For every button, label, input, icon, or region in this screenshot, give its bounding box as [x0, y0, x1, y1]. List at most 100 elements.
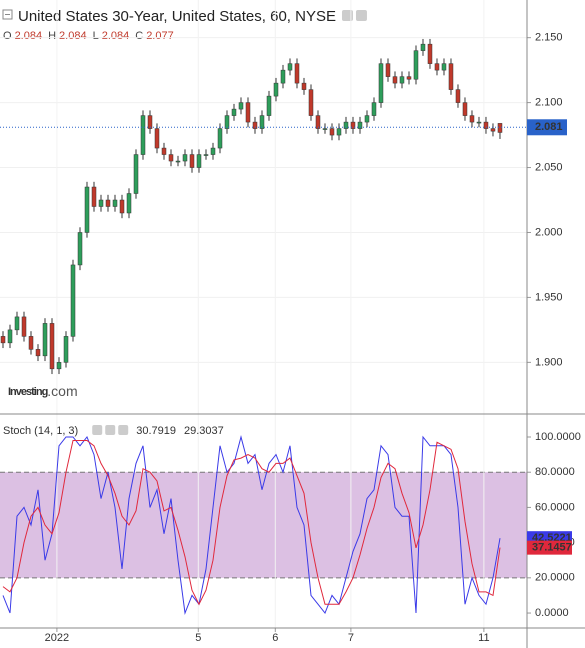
candle-body — [329, 128, 335, 136]
collapse-icon[interactable] — [2, 9, 13, 20]
x-tick-label: 6 — [272, 632, 278, 644]
stoch-band — [0, 472, 527, 578]
candle-body — [112, 199, 118, 207]
ohlc-header: O 2.084 H 2.084 L 2.084 C 2.077 — [3, 30, 174, 42]
candle-body — [154, 128, 160, 149]
y-tick-label: 2.150 — [535, 32, 563, 44]
candle-body — [315, 115, 321, 129]
candle-body — [224, 115, 230, 129]
candle-body — [399, 76, 405, 84]
candle-body — [301, 82, 307, 90]
candle-body — [497, 123, 503, 133]
candle-body — [217, 128, 223, 149]
candle-body — [287, 63, 293, 71]
candle-body — [91, 186, 97, 207]
candle-body — [280, 69, 286, 84]
candle-body — [56, 362, 62, 370]
candle-body — [28, 336, 34, 350]
ohlc-label: H — [48, 30, 56, 42]
indicator-value: 29.3037 — [184, 425, 224, 437]
candle-body — [441, 63, 447, 71]
candle-body — [357, 121, 363, 129]
chart-title: United States 30-Year, United States, 60… — [18, 8, 336, 25]
candle-body — [448, 63, 454, 90]
y-tick-label: 1.900 — [535, 356, 563, 368]
y-tick-label: 0.0000 — [535, 607, 569, 619]
logo: Investing.com — [8, 383, 78, 399]
candle-body — [203, 154, 209, 156]
candle-body — [308, 89, 314, 116]
ohlc-label: O — [3, 30, 12, 42]
y-tick-label: 80.0000 — [535, 466, 575, 478]
candle-body — [413, 50, 419, 80]
candle-body — [133, 154, 139, 194]
stoch-line — [2, 440, 501, 606]
candle-body — [483, 121, 489, 129]
candle-body — [462, 102, 468, 116]
candle-body — [189, 154, 195, 168]
candle-body — [196, 154, 202, 168]
candle-body — [210, 147, 216, 155]
ohlc-label: L — [93, 30, 99, 42]
candle-body — [273, 82, 279, 97]
candle-body — [140, 115, 146, 155]
candle-body — [77, 232, 83, 266]
logo-suffix: .com — [47, 383, 77, 399]
indicator-value: 30.7919 — [136, 425, 176, 437]
y-tick-label: 2.050 — [535, 161, 563, 173]
candle-body — [455, 89, 461, 103]
indicator-icon[interactable] — [118, 425, 129, 435]
candle-body — [406, 76, 412, 80]
candle-body — [84, 186, 90, 233]
x-tick-label: 2022 — [45, 632, 69, 644]
candle-body — [266, 95, 272, 116]
candle-body — [259, 115, 265, 129]
y-tick-label: 20.0000 — [535, 572, 575, 584]
last-price-box — [527, 119, 567, 136]
candle-body — [14, 316, 20, 331]
candle-body — [63, 336, 69, 363]
candle-body — [182, 154, 188, 162]
candle-body — [0, 336, 6, 344]
candle-body — [168, 154, 174, 162]
candle-body — [378, 63, 384, 103]
candle-body — [343, 121, 349, 129]
candle-body — [7, 329, 13, 344]
candle-body — [490, 128, 496, 132]
candle-body — [364, 115, 370, 123]
x-tick-label: 5 — [195, 632, 201, 644]
indicator-icon[interactable] — [92, 425, 103, 435]
ohlc-label: C — [135, 30, 143, 42]
title-icon[interactable] — [355, 10, 367, 21]
candle-body — [49, 323, 55, 370]
candle-body — [469, 115, 475, 123]
candle-body — [245, 102, 251, 123]
candle-body — [119, 199, 125, 214]
candle-body — [294, 63, 300, 84]
title-icon[interactable] — [341, 10, 353, 21]
candle-body — [476, 121, 482, 124]
candle-body — [231, 108, 237, 116]
candle-body — [126, 193, 132, 214]
candle-body — [252, 121, 258, 129]
logo-main: Investing — [8, 386, 48, 398]
candle-body — [175, 160, 181, 163]
candle-body — [70, 264, 76, 337]
candle-body — [392, 76, 398, 84]
candle-body — [98, 199, 104, 207]
stoch-line — [2, 435, 501, 615]
candle-body — [385, 63, 391, 77]
candle-body — [161, 147, 167, 155]
candle-body — [427, 43, 433, 64]
indicator-icon[interactable] — [105, 425, 116, 435]
stoch-value-label: 37.1457 — [532, 542, 572, 554]
ohlc-value: 2.084 — [59, 30, 87, 42]
y-tick-label: 2.000 — [535, 226, 563, 238]
candle-body — [147, 115, 153, 129]
candle-body — [336, 128, 342, 136]
x-tick-label: 11 — [478, 632, 489, 644]
candle-body — [322, 128, 328, 130]
y-tick-label: 60.0000 — [535, 501, 575, 513]
ohlc-value: 2.084 — [102, 30, 130, 42]
